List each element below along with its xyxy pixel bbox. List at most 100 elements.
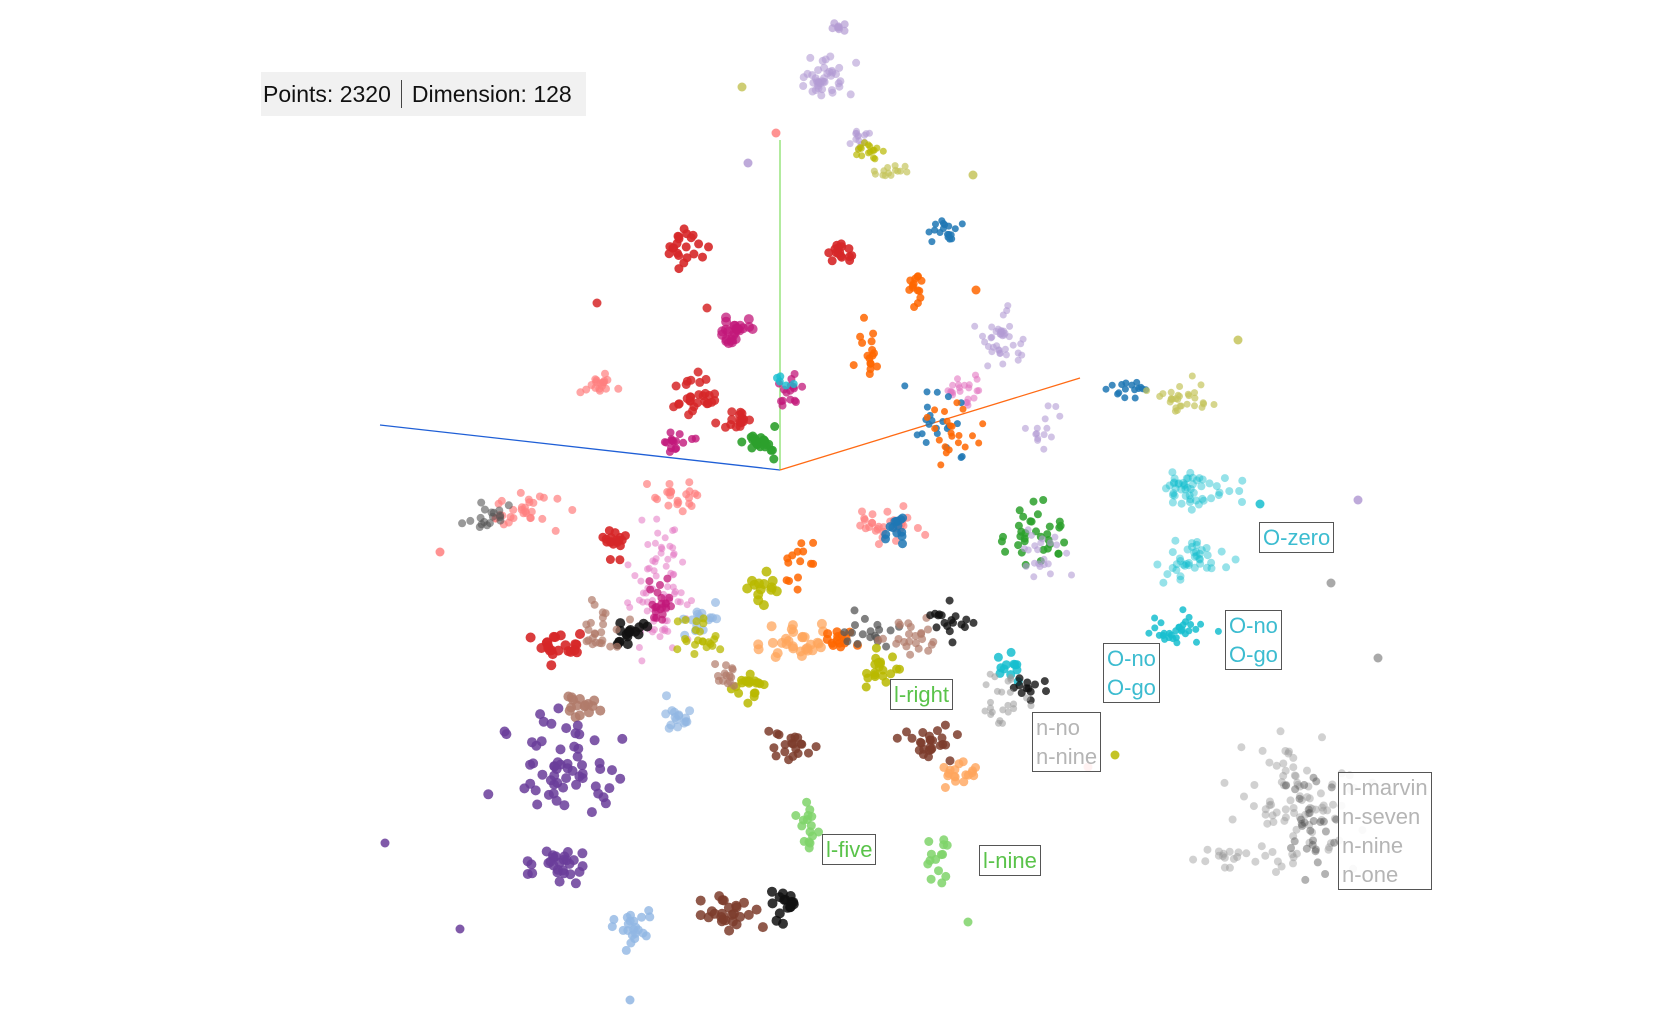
data-point[interactable] <box>663 574 672 583</box>
data-point[interactable] <box>607 765 617 776</box>
data-point[interactable] <box>558 854 569 865</box>
data-point[interactable] <box>660 438 669 447</box>
data-point[interactable] <box>843 637 852 646</box>
data-point[interactable] <box>679 558 687 566</box>
data-point[interactable] <box>1279 771 1288 780</box>
data-point[interactable] <box>803 810 813 820</box>
data-point[interactable] <box>1242 849 1251 858</box>
data-point[interactable] <box>711 660 720 669</box>
data-point[interactable] <box>865 370 874 378</box>
data-point[interactable] <box>1193 638 1200 646</box>
data-point[interactable] <box>1169 491 1177 500</box>
data-point[interactable] <box>775 377 784 386</box>
data-point[interactable] <box>633 629 644 640</box>
data-point[interactable] <box>1303 766 1311 775</box>
data-point[interactable] <box>1289 853 1298 862</box>
data-point[interactable] <box>866 359 875 368</box>
data-point[interactable] <box>1177 485 1186 494</box>
data-point[interactable] <box>1319 806 1328 815</box>
data-point[interactable] <box>458 519 467 528</box>
data-point[interactable] <box>1290 837 1299 846</box>
data-point[interactable] <box>911 639 920 648</box>
data-point[interactable] <box>1017 689 1026 697</box>
data-point[interactable] <box>858 152 866 160</box>
data-point[interactable] <box>1268 811 1277 820</box>
data-point[interactable] <box>1190 548 1199 557</box>
data-point[interactable] <box>1028 531 1035 539</box>
data-point[interactable] <box>678 507 687 516</box>
data-point[interactable] <box>699 614 708 623</box>
data-point[interactable] <box>1176 557 1185 565</box>
data-point[interactable] <box>879 634 887 643</box>
data-point[interactable] <box>694 239 704 249</box>
data-point[interactable] <box>1053 541 1061 549</box>
data-point[interactable] <box>1176 392 1183 400</box>
data-point[interactable] <box>1265 797 1274 806</box>
data-point[interactable] <box>870 670 880 680</box>
data-point[interactable] <box>739 897 749 908</box>
data-point[interactable] <box>1305 838 1314 847</box>
data-point[interactable] <box>570 878 581 889</box>
data-point[interactable] <box>767 886 777 897</box>
data-point[interactable] <box>543 858 554 869</box>
data-point[interactable] <box>673 645 682 654</box>
data-point[interactable] <box>941 443 949 451</box>
data-point[interactable] <box>1006 322 1014 330</box>
data-point[interactable] <box>606 537 616 547</box>
data-point[interactable] <box>1210 401 1218 408</box>
data-point[interactable] <box>999 719 1006 727</box>
data-point[interactable] <box>1235 487 1244 495</box>
data-point[interactable] <box>717 908 728 919</box>
data-point[interactable] <box>1289 763 1298 772</box>
data-point[interactable] <box>802 645 813 656</box>
data-point[interactable] <box>1179 606 1187 614</box>
data-point[interactable] <box>948 432 956 440</box>
data-point[interactable] <box>1185 559 1193 567</box>
data-point[interactable] <box>1297 796 1306 805</box>
points-group[interactable] <box>380 19 1383 1005</box>
data-point[interactable] <box>818 56 827 65</box>
data-point[interactable] <box>1324 845 1333 854</box>
data-point[interactable] <box>784 558 793 567</box>
data-point[interactable] <box>1249 802 1258 811</box>
data-point[interactable] <box>703 912 714 923</box>
data-point[interactable] <box>605 555 615 564</box>
data-point[interactable] <box>1026 687 1035 696</box>
data-point[interactable] <box>597 628 606 637</box>
data-point[interactable] <box>589 735 600 746</box>
data-point[interactable] <box>790 732 800 742</box>
data-point[interactable] <box>892 733 902 743</box>
data-point[interactable] <box>878 665 888 675</box>
data-point[interactable] <box>882 642 891 651</box>
data-point[interactable] <box>730 334 741 345</box>
data-point[interactable] <box>1045 522 1054 531</box>
data-point[interactable] <box>1030 573 1038 581</box>
data-point[interactable] <box>582 637 591 646</box>
data-point[interactable] <box>691 640 699 649</box>
data-point[interactable] <box>625 916 635 926</box>
data-point[interactable] <box>1207 564 1216 573</box>
data-point[interactable] <box>685 706 695 716</box>
data-point[interactable] <box>933 726 942 736</box>
data-point[interactable] <box>1195 474 1204 483</box>
data-point[interactable] <box>835 63 844 72</box>
data-point[interactable] <box>537 769 548 780</box>
data-point[interactable] <box>782 576 791 585</box>
data-point[interactable] <box>970 394 978 402</box>
data-point[interactable] <box>1176 575 1185 584</box>
data-point[interactable] <box>1039 496 1048 504</box>
data-point[interactable] <box>1305 794 1314 803</box>
data-point[interactable] <box>787 641 798 652</box>
data-point[interactable] <box>666 428 675 437</box>
data-point[interactable] <box>1019 335 1027 343</box>
data-point[interactable] <box>952 730 962 740</box>
data-point[interactable] <box>757 922 768 933</box>
data-point[interactable] <box>615 773 626 784</box>
data-point[interactable] <box>1190 563 1199 572</box>
data-point[interactable] <box>1027 702 1035 710</box>
data-point[interactable] <box>833 249 843 258</box>
data-point[interactable] <box>926 874 936 884</box>
data-point[interactable] <box>1231 555 1240 564</box>
data-point[interactable] <box>1056 521 1065 530</box>
data-point[interactable] <box>1205 479 1214 488</box>
